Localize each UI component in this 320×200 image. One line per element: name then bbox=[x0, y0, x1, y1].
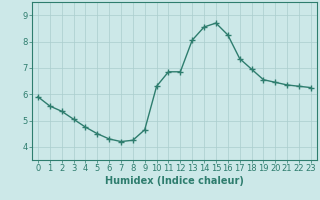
X-axis label: Humidex (Indice chaleur): Humidex (Indice chaleur) bbox=[105, 176, 244, 186]
